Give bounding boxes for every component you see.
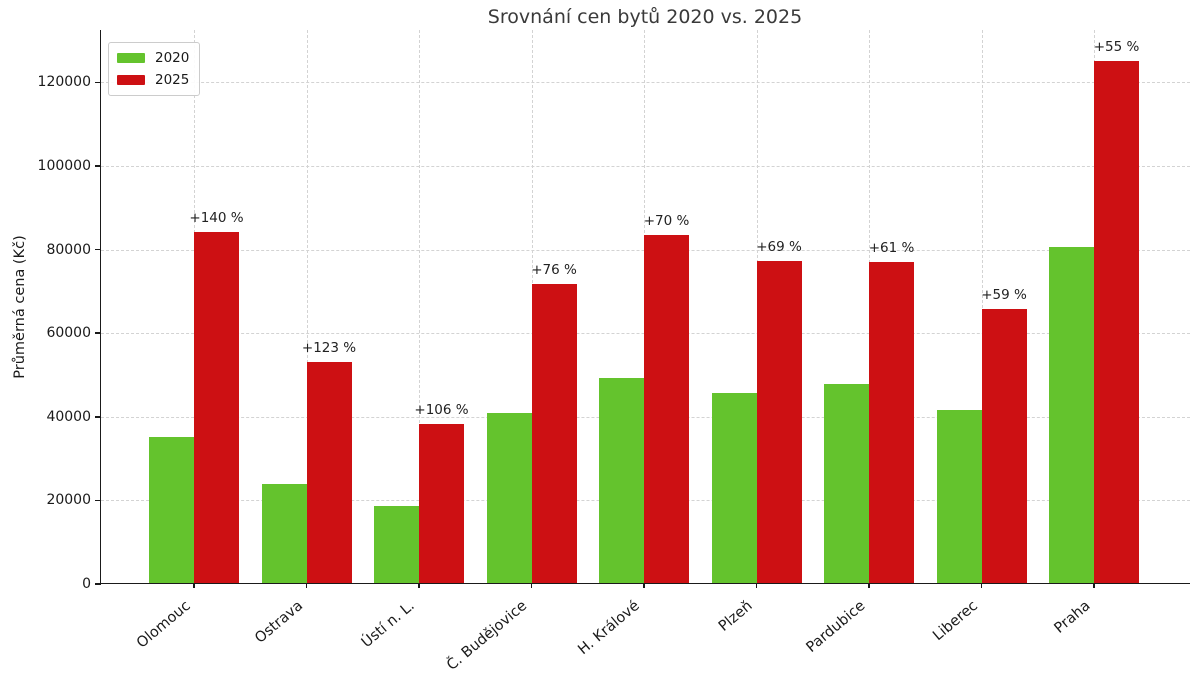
bar-2025-8: [1094, 61, 1139, 583]
y-tick-60000: [95, 332, 101, 334]
bar-2020-6: [824, 383, 869, 583]
y-tick-40000: [95, 416, 101, 418]
x-tick-label-4: H. Králové: [575, 597, 644, 659]
x-tick-label-5: Plzeň: [715, 597, 756, 635]
bar-annotation-5: +69 %: [756, 239, 802, 256]
y-tick-label-120000: 120000: [37, 74, 91, 91]
bar-2020-2: [374, 505, 419, 583]
plot-area: 2020 2025 0 20000 40000 60000 80000 100000 120…: [38, 30, 1190, 674]
bar-annotation-2: +106 %: [414, 401, 469, 418]
x-tick-label-6: Pardubice: [803, 597, 869, 656]
bar-annotation-0: +140 %: [189, 209, 244, 226]
x-tick-label-8: Praha: [1051, 597, 1094, 637]
bar-2020-1: [261, 483, 307, 583]
y-tick-label-80000: 80000: [46, 241, 91, 258]
bar-annotation-3: +76 %: [531, 261, 577, 278]
legend-label-2020: 2020: [155, 50, 190, 66]
x-tick-5: [755, 583, 758, 588]
x-tick-label-7: Liberec: [929, 597, 981, 645]
bar-annotation-8: +55 %: [1093, 39, 1140, 56]
x-tick-1: [305, 583, 308, 588]
chart-title: Srovnání cen bytů 2020 vs. 2025: [487, 6, 803, 28]
legend-item-2025: 2025: [117, 72, 189, 88]
x-tick-7: [980, 583, 983, 588]
y-tick-100000: [95, 165, 101, 167]
x-tick-label-1: Ostrava: [251, 597, 306, 647]
bar-annotation-4: +70 %: [643, 212, 690, 229]
bar-2025-3: [531, 283, 577, 583]
bar-2025-2: [419, 423, 464, 583]
y-tick-120000: [95, 81, 101, 83]
y-tick-label-20000: 20000: [46, 492, 91, 509]
bar-2025-0: [194, 231, 239, 583]
bar-annotation-7: +59 %: [981, 286, 1027, 303]
legend: 2020 2025: [108, 42, 201, 96]
legend-label-2025: 2025: [155, 72, 190, 88]
bar-2025-7: [981, 308, 1027, 583]
y-tick-0: [95, 583, 101, 585]
bar-annotation-6: +61 %: [868, 240, 915, 257]
y-tick-label-60000: 60000: [46, 325, 91, 342]
bar-2020-5: [711, 392, 757, 583]
y-tick-label-0: 0: [82, 576, 91, 592]
x-tick-2: [418, 583, 420, 588]
v-gridline-7: [981, 30, 983, 583]
bar-2025-6: [869, 262, 914, 583]
h-gridline-100000: [101, 165, 1190, 167]
legend-swatch-2020: [117, 53, 145, 63]
bar-2020-8: [1049, 246, 1094, 583]
y-tick-label-40000: 40000: [46, 408, 91, 425]
v-gridline-2: [419, 30, 420, 583]
bar-2020-7: [936, 410, 982, 583]
y-tick-label-100000: 100000: [37, 157, 91, 174]
v-gridline-1: [306, 30, 308, 583]
y-tick-80000: [95, 248, 101, 251]
x-tick-label-3: Č. Budějovice: [444, 597, 531, 674]
legend-swatch-2025: [117, 75, 145, 85]
bar-2025-1: [306, 361, 352, 583]
x-tick-label-2: Ústí n. L.: [359, 597, 419, 652]
x-tick-4: [643, 583, 645, 588]
bar-2020-0: [149, 436, 194, 583]
bar-2020-4: [599, 378, 644, 583]
h-gridline-120000: [101, 82, 1190, 84]
bar-annotation-1: +123 %: [301, 339, 357, 356]
x-tick-label-0: Olomouc: [133, 597, 194, 652]
x-tick-6: [868, 583, 870, 588]
bar-2025-5: [756, 261, 802, 583]
bar-2020-3: [486, 412, 532, 583]
y-axis-label: Průměrná cena (Kč): [12, 235, 28, 379]
x-tick-0: [193, 583, 195, 588]
y-tick-20000: [95, 499, 101, 502]
x-tick-3: [530, 583, 533, 588]
legend-item-2020: 2020: [117, 50, 189, 66]
bar-2025-4: [644, 234, 689, 583]
x-tick-8: [1093, 583, 1095, 588]
